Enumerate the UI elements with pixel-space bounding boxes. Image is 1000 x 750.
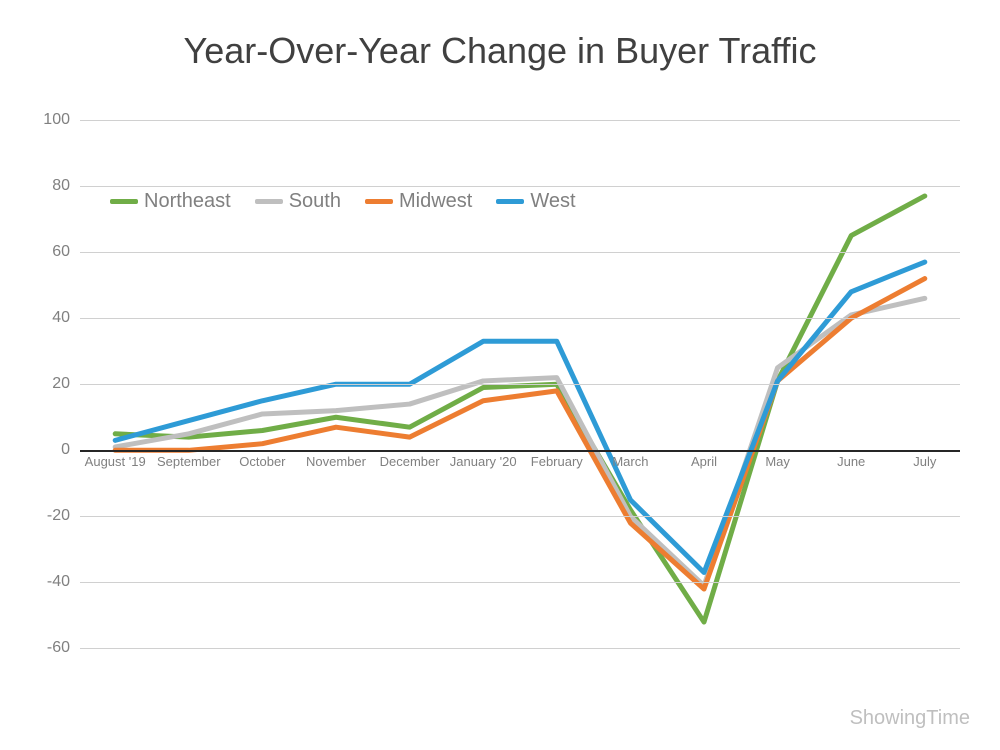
y-tick-label: 40: [52, 309, 80, 327]
gridline: [80, 318, 960, 319]
y-tick-label: 60: [52, 243, 80, 261]
x-tick-label: May: [765, 454, 790, 469]
legend-swatch: [365, 199, 393, 204]
y-tick-label: -20: [47, 507, 80, 525]
legend: Northeast South Midwest West: [110, 190, 576, 213]
credit-label: ShowingTime: [850, 707, 970, 730]
legend-item-west: West: [496, 190, 575, 213]
gridline: [80, 186, 960, 187]
series-line-west: [115, 262, 925, 572]
y-tick-label: 100: [43, 111, 80, 129]
legend-item-south: South: [255, 190, 341, 213]
legend-label: Northeast: [144, 190, 231, 213]
legend-label: West: [530, 190, 575, 213]
gridline: [80, 120, 960, 121]
gridline: [80, 648, 960, 649]
x-tick-label: March: [612, 454, 648, 469]
x-tick-label: August '19: [85, 454, 146, 469]
x-tick-label: December: [380, 454, 440, 469]
x-tick-label: November: [306, 454, 366, 469]
x-tick-label: January '20: [450, 454, 517, 469]
y-tick-label: -40: [47, 573, 80, 591]
legend-item-midwest: Midwest: [365, 190, 472, 213]
x-tick-label: October: [239, 454, 285, 469]
gridline: [80, 252, 960, 253]
legend-swatch: [110, 199, 138, 204]
zero-gridline: [80, 450, 960, 452]
x-tick-label: April: [691, 454, 717, 469]
legend-item-northeast: Northeast: [110, 190, 231, 213]
y-tick-label: 80: [52, 177, 80, 195]
y-tick-label: -60: [47, 639, 80, 657]
legend-label: Midwest: [399, 190, 472, 213]
chart-title: Year-Over-Year Change in Buyer Traffic: [0, 30, 1000, 72]
x-tick-label: September: [157, 454, 221, 469]
legend-label: South: [289, 190, 341, 213]
legend-swatch: [255, 199, 283, 204]
chart-container: Year-Over-Year Change in Buyer Traffic -…: [0, 0, 1000, 750]
y-tick-label: 0: [61, 441, 80, 459]
x-tick-label: February: [531, 454, 583, 469]
legend-swatch: [496, 199, 524, 204]
y-tick-label: 20: [52, 375, 80, 393]
x-tick-label: July: [913, 454, 936, 469]
gridline: [80, 582, 960, 583]
gridline: [80, 384, 960, 385]
gridline: [80, 516, 960, 517]
x-tick-label: June: [837, 454, 865, 469]
